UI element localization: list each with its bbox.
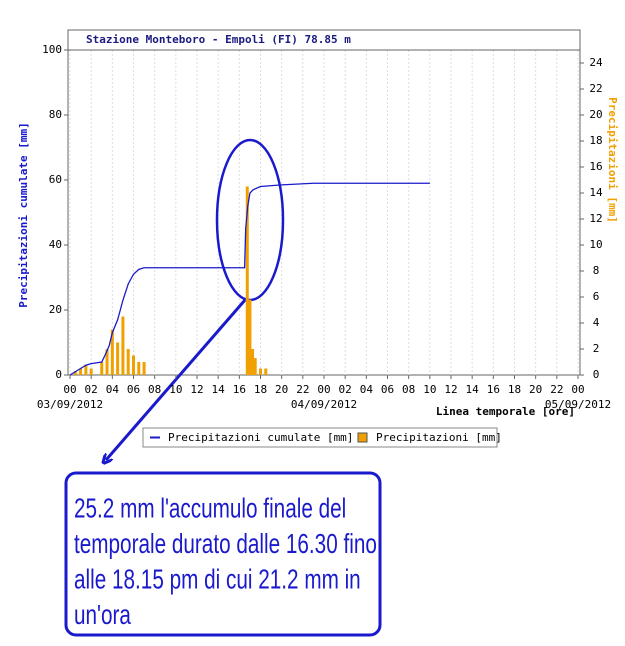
x-tick-label: 04 — [106, 383, 120, 396]
bar — [259, 368, 262, 375]
x-tick-label: 06 — [381, 383, 394, 396]
bar — [132, 355, 135, 375]
bar — [89, 368, 93, 375]
title-box — [67, 29, 581, 51]
arrow — [106, 299, 247, 460]
x-tick-label: 20 — [275, 383, 288, 396]
x-tick-label: 20 — [529, 383, 542, 396]
x-axis-label: Linea temporale [ore] — [436, 405, 575, 418]
annotation-box — [64, 471, 382, 637]
x-tick-label: 00 — [63, 383, 76, 396]
x-tick-label: 08 — [402, 383, 415, 396]
bar — [121, 316, 125, 375]
y2-tick-label: 16 — [589, 160, 602, 173]
x-tick-label: 00 — [317, 383, 330, 396]
bar — [100, 362, 104, 375]
y-tick-label: 60 — [49, 173, 62, 186]
legend-label: Precipitazioni [mm] — [376, 431, 502, 444]
date-label: 05/09/2012 — [545, 398, 611, 411]
y2-tick-label: 0 — [593, 368, 600, 381]
y2-axis-label: Precipitazioni [mm] — [606, 97, 619, 223]
annotation-line: un'ora — [74, 600, 131, 631]
bar — [245, 186, 249, 375]
annotation-line: temporale durato dalle 16.30 fino — [74, 529, 377, 560]
bar — [142, 362, 146, 375]
bar — [137, 362, 141, 375]
bar — [84, 364, 88, 375]
bar — [126, 349, 130, 375]
x-tick-label: 12 — [190, 383, 203, 396]
line — [69, 182, 430, 376]
y-tick-label: 40 — [49, 238, 62, 251]
x-tick-label: 22 — [296, 383, 309, 396]
bar — [251, 349, 255, 375]
y-tick-label: 20 — [49, 303, 62, 316]
bar — [105, 349, 109, 375]
y-tick-label: 0 — [55, 368, 62, 381]
date-label: 04/09/2012 — [291, 398, 357, 411]
y2-tick-label: 14 — [589, 186, 603, 199]
y2-tick-label: 24 — [589, 56, 603, 69]
bar — [79, 368, 83, 375]
y2-tick-label: 12 — [589, 212, 602, 225]
bar — [116, 342, 120, 375]
y2-tick-label: 8 — [593, 264, 600, 277]
y2-tick-label: 10 — [589, 238, 602, 251]
bar — [110, 329, 114, 375]
x-tick-label: 18 — [254, 383, 267, 396]
x-tick-label: 16 — [233, 383, 246, 396]
y2-tick-label: 20 — [589, 108, 602, 121]
x-tick-label: 10 — [423, 383, 436, 396]
x-tick-label: 04 — [360, 383, 374, 396]
y2-tick-label: 22 — [589, 82, 602, 95]
annotation-line: alle 18.15 pm di cui 21.2 mm in — [74, 565, 361, 596]
x-tick-label: 22 — [550, 383, 563, 396]
x-tick-label: 10 — [169, 383, 182, 396]
legend-swatch — [357, 432, 368, 443]
x-tick-label: 00 — [571, 383, 584, 396]
x-tick-label: 16 — [487, 383, 500, 396]
x-tick-label: 18 — [508, 383, 521, 396]
bar — [253, 358, 257, 375]
y-tick-label: 80 — [49, 108, 62, 121]
x-tick-label: 08 — [148, 383, 161, 396]
annotation: 25.2 mm l'accumulo finale del temporale d… — [74, 494, 377, 631]
legend-label: Precipitazioni cumulate [mm] — [168, 431, 353, 444]
y2-tick-label: 2 — [593, 342, 600, 355]
x-tick-label: 12 — [444, 383, 457, 396]
y-tick-label: 100 — [42, 43, 62, 56]
y2-tick-label: 4 — [593, 316, 600, 329]
x-tick-label: 02 — [339, 383, 352, 396]
y2-tick-label: 18 — [589, 134, 602, 147]
date-label: 03/09/2012 — [37, 398, 103, 411]
annotation-line: 25.2 mm l'accumulo finale del — [74, 494, 346, 525]
y2-tick-label: 6 — [593, 290, 600, 303]
bar — [73, 371, 77, 375]
x-tick-label: 02 — [85, 383, 98, 396]
bar — [264, 368, 268, 375]
y-axis-label: Precipitazioni cumulate [mm] — [17, 122, 30, 307]
chart-title: Stazione Monteboro - Empoli (FI) 78.85 m — [86, 33, 351, 46]
x-tick-label: 06 — [127, 383, 140, 396]
legend — [142, 427, 498, 448]
bar — [248, 299, 252, 375]
x-tick-label: 14 — [466, 383, 480, 396]
x-tick-label: 14 — [212, 383, 226, 396]
